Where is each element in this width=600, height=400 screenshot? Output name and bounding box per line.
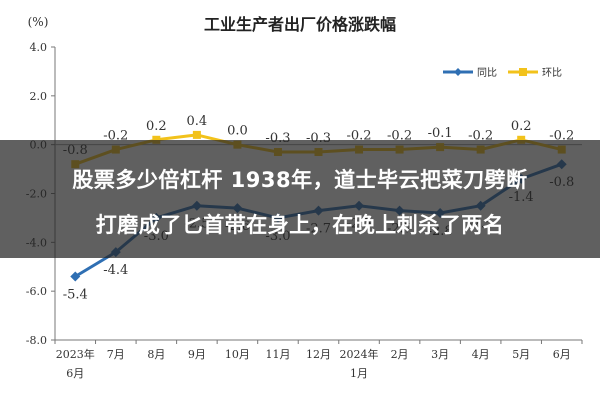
data-point <box>152 135 161 144</box>
x-axis-ticks: 2023年 6月 7月 8月 9月 10月 11月 12月 2024年 1月 2月 3月 4月 5月 6月 <box>54 340 583 380</box>
data-label: 0.0 <box>227 124 248 139</box>
legend-marker <box>519 68 527 76</box>
data-label: -0.1 <box>428 126 453 141</box>
data-point <box>192 130 201 139</box>
y-tick-label: 4.0 <box>30 41 48 54</box>
x-tick-label: 6月 <box>553 348 571 361</box>
data-label: 0.4 <box>187 114 208 129</box>
data-label: -0.2 <box>468 129 493 144</box>
data-label: 0.2 <box>146 119 167 134</box>
x-tick-label: 10月 <box>225 348 250 361</box>
x-tick-label: 2月 <box>391 348 409 361</box>
x-tick-label: 1月 <box>350 367 368 380</box>
y-tick-label: -6.0 <box>26 285 47 298</box>
data-label: -0.2 <box>346 129 371 144</box>
data-label: -5.4 <box>63 288 88 303</box>
data-label: -0.2 <box>103 129 128 144</box>
x-tick-label: 11月 <box>265 348 290 361</box>
x-tick-label: 7月 <box>107 348 125 361</box>
data-label: -0.2 <box>549 129 574 144</box>
x-tick-label: 3月 <box>431 348 449 361</box>
x-tick-label: 2024年 <box>340 347 379 361</box>
data-point <box>517 135 526 144</box>
legend: 同比 环比 <box>443 67 562 79</box>
y-tick-label: 2.0 <box>30 90 48 103</box>
x-tick-label: 8月 <box>147 348 165 361</box>
legend-label: 同比 <box>477 67 497 79</box>
y-tick-label: -8.0 <box>26 334 47 347</box>
overlay-text-line-1: 股票多少倍杠杆 1938年，道士毕云把菜刀劈断 <box>72 168 528 192</box>
x-tick-label: 2023年 <box>56 347 95 361</box>
x-tick-label: 9月 <box>188 348 206 361</box>
legend-marker <box>454 68 462 76</box>
chart-title: 工业生产者出厂价格涨跌幅 <box>204 15 396 34</box>
x-tick-label: 4月 <box>472 348 490 361</box>
legend-label: 环比 <box>542 67 562 79</box>
x-tick-label: 6月 <box>66 367 84 380</box>
data-label: -4.4 <box>103 263 128 278</box>
data-label: -0.2 <box>387 129 412 144</box>
y-axis-unit: (%) <box>28 15 49 29</box>
data-point <box>70 271 81 282</box>
data-label: 0.2 <box>511 119 532 134</box>
x-tick-label: 12月 <box>306 348 331 361</box>
overlay-text-line-2: 打磨成了匕首带在身上，在晚上刺杀了两名 <box>95 213 505 237</box>
overlay-banner <box>0 140 600 258</box>
x-tick-label: 5月 <box>512 348 530 361</box>
